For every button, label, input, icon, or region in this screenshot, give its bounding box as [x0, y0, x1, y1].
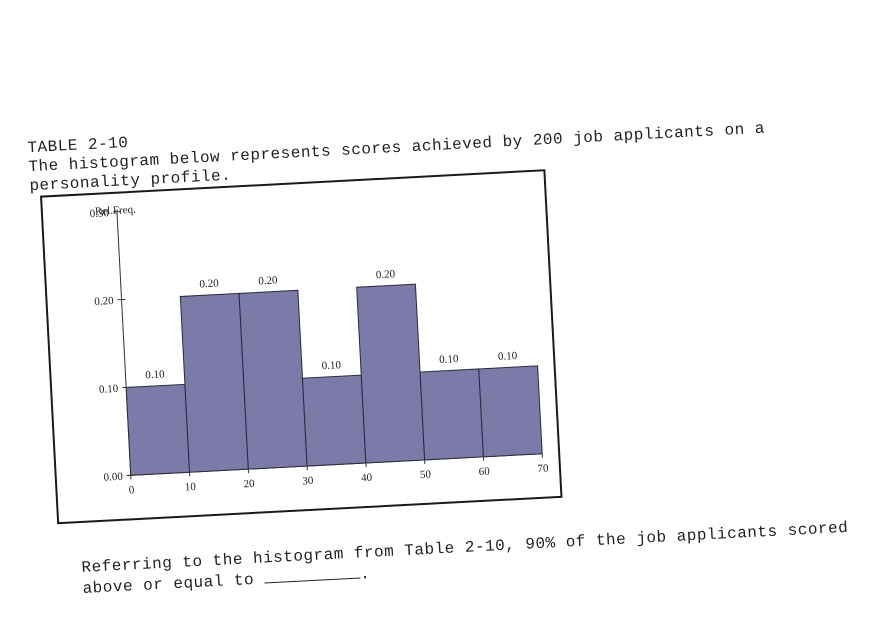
- y-tick-label: 0.00: [103, 471, 123, 484]
- question-body: Referring to the histogram from Table 2-…: [81, 519, 849, 598]
- x-tick-label: 70: [537, 462, 549, 475]
- bar-data-label: 0.10: [145, 368, 165, 381]
- histogram-bar: [479, 366, 542, 457]
- histogram-bar: [357, 284, 425, 463]
- bar-data-label: 0.10: [439, 353, 459, 366]
- histogram-bar: [126, 384, 189, 475]
- bar-data-label: 0.10: [321, 359, 341, 372]
- bar-data-label: 0.20: [376, 268, 396, 281]
- histogram-bar: [239, 290, 307, 469]
- y-tick-label: 0.10: [99, 383, 119, 396]
- x-tick-label: 10: [185, 481, 197, 494]
- histogram-bar: [180, 293, 248, 472]
- x-tick-label: 20: [243, 478, 255, 491]
- bar-data-label: 0.10: [498, 350, 518, 363]
- y-axis-title: Rel.Freq.: [95, 204, 137, 218]
- histogram-bar: [420, 369, 483, 460]
- x-tick-label: 50: [420, 469, 432, 482]
- x-tick-label: 40: [361, 472, 373, 485]
- bar-data-label: 0.20: [199, 277, 219, 290]
- question-text: Referring to the histogram from Table 2-…: [81, 518, 862, 599]
- y-tick-label: 0.20: [94, 295, 114, 308]
- histogram-frame: 0.10 0.20 0.20 0.10 0.20 0.10 0.10 0.00 0.10 0.20…: [40, 169, 563, 524]
- x-tick-label: 30: [302, 475, 314, 488]
- question-end: .: [360, 565, 371, 584]
- x-tick-label: 60: [478, 466, 490, 479]
- histogram-chart: 0.10 0.20 0.20 0.10 0.20 0.10 0.10 0.00 0.10 0.20…: [42, 171, 560, 522]
- histogram-bar: [302, 375, 365, 466]
- x-tick-label: 0: [128, 484, 135, 496]
- bar-data-label: 0.20: [258, 274, 278, 287]
